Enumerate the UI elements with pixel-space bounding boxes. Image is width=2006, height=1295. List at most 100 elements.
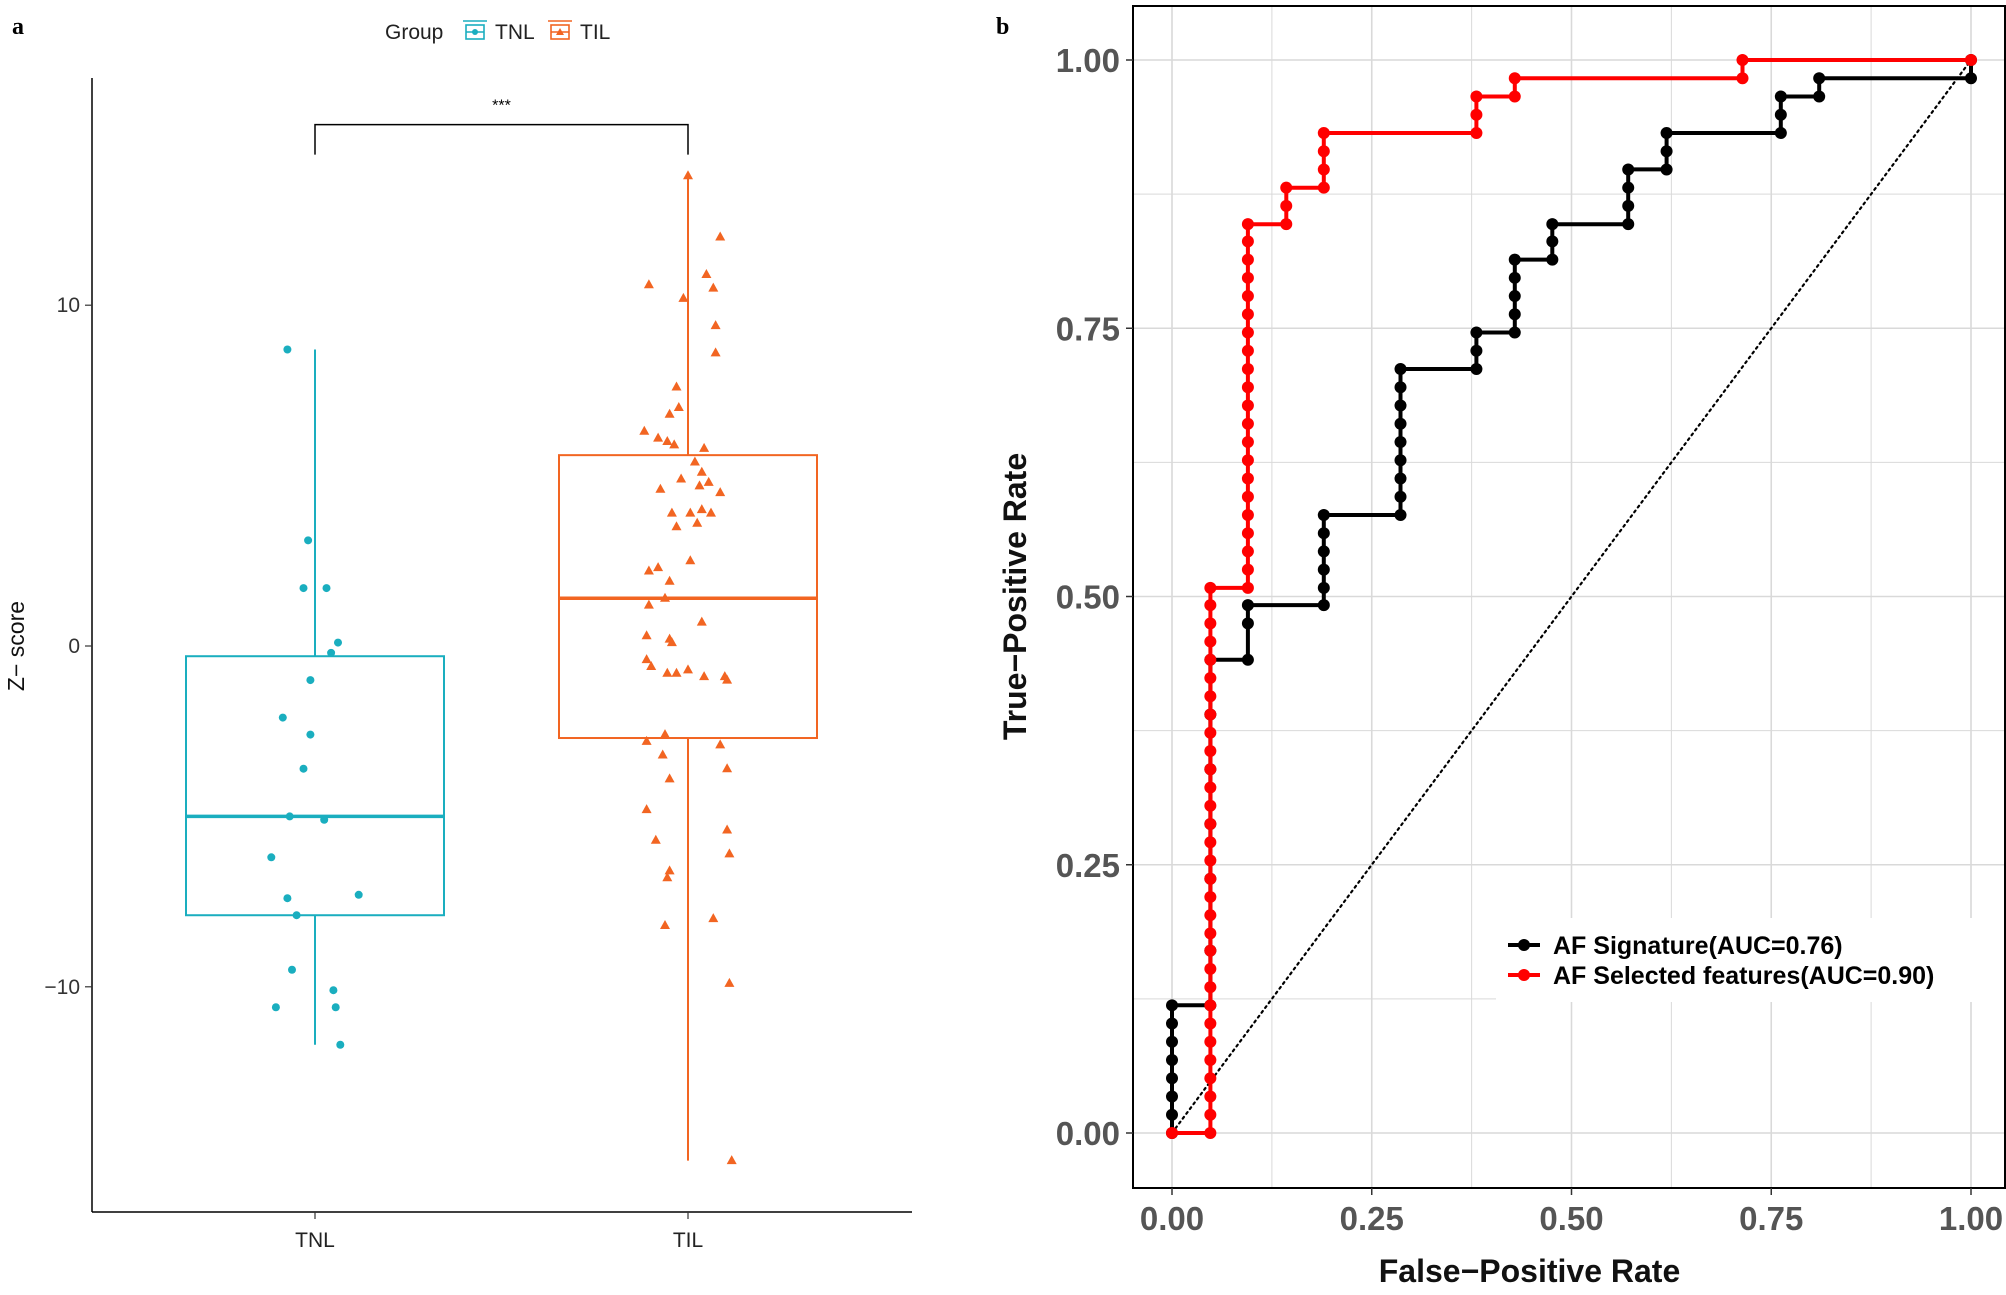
boxes [185,175,818,1161]
roc-point [1508,271,1521,284]
roc-point [1394,363,1407,376]
data-point [306,676,315,685]
data-point [676,473,687,483]
roc-point [1622,199,1635,212]
y-tick-label: −10 [44,976,80,999]
roc-point [1204,1127,1217,1139]
data-point [722,763,733,773]
data-point [710,320,721,330]
data-point [660,919,670,929]
roc-point [1774,126,1787,139]
roc-point [1204,763,1217,776]
roc-point [1470,108,1483,121]
legend-label: AF Selected features(AUC=0.90) [1553,962,1934,990]
roc-point [1241,363,1254,376]
roc-point [1317,545,1330,558]
data-point [660,729,670,739]
legend-label: TNL [495,21,535,44]
panel-b-label: b [996,14,1009,40]
y-axis-title: Z− score [3,601,29,691]
roc-point [1508,90,1521,103]
roc-point [1394,399,1407,412]
y-tick-label: 0.50 [1056,579,1120,616]
data-point [660,592,670,602]
roc-point [1204,781,1217,794]
data-point [678,292,689,302]
roc-point [1204,944,1217,957]
data-point [666,637,677,647]
roc-point [1166,1127,1178,1139]
data-point [283,345,292,354]
data-point [671,381,682,391]
roc-point [1470,90,1483,103]
legend-key-point [1518,939,1530,951]
data-point [267,853,276,862]
data-point [722,824,733,834]
roc-point [1660,126,1673,139]
roc-point [1241,454,1254,467]
roc-point [1204,927,1217,940]
data-point [653,562,664,572]
data-point [306,730,315,739]
data-point [657,749,668,759]
legend-label: AF Signature(AUC=0.76) [1553,932,1843,960]
data-point [646,660,657,670]
data-point [706,507,716,517]
data-point [292,911,301,920]
roc-point [1774,90,1787,103]
data-point [699,671,710,681]
roc-point [1241,581,1254,594]
data-point [304,536,313,545]
data-point [320,815,329,824]
data-point [643,279,654,289]
roc-point [1241,381,1254,394]
data-point [694,480,705,490]
data-point [643,565,654,575]
y-tick-label: 0 [68,635,80,658]
roc-point [1204,745,1217,758]
data-point [664,773,675,783]
data-point [673,401,684,411]
legend-key-point [1518,969,1530,981]
roc-point [1241,527,1254,540]
roc-point [1241,545,1254,558]
roc-point [1166,1108,1178,1121]
data-point [671,667,682,677]
diagonal-reference-line [1170,58,1973,1135]
roc-point [1317,508,1330,521]
roc-point [1317,599,1330,612]
roc-point [1241,653,1254,666]
y-tick-label: 0.75 [1056,310,1120,347]
roc-point [1774,108,1787,121]
data-point [650,834,661,844]
x-tick-label: 1.00 [1939,1200,2003,1237]
roc-point [1317,163,1330,176]
roc-point [1204,1035,1217,1048]
data-point [288,965,296,974]
y-tick-label: 1.00 [1056,42,1120,79]
roc-point [1280,218,1293,231]
roc-point [1241,417,1254,430]
x-tick-label: 0.25 [1340,1200,1404,1237]
legend: AF Signature(AUC=0.76)AF Selected featur… [1496,918,2004,1002]
data-point [685,507,696,517]
data-point [699,442,710,452]
data-point [331,1003,340,1012]
roc-point [1204,690,1217,703]
x-tick-label: TNL [295,1229,335,1252]
roc-point [1204,854,1217,867]
data-point [655,483,666,493]
roc-point [1204,909,1217,922]
axes: −10 0 10 TNL TIL Z− score [3,78,912,1252]
roc-point [1204,708,1217,721]
bracket-line [314,123,689,155]
roc-point [1241,490,1254,503]
roc-point [1470,363,1483,376]
roc-point [1204,1090,1217,1103]
legend: Group TNL TIL [385,20,610,44]
data-point [685,555,696,565]
data-point [683,664,693,674]
roc-point [1204,962,1217,975]
data-point [696,616,707,626]
roc-point [1280,181,1293,194]
